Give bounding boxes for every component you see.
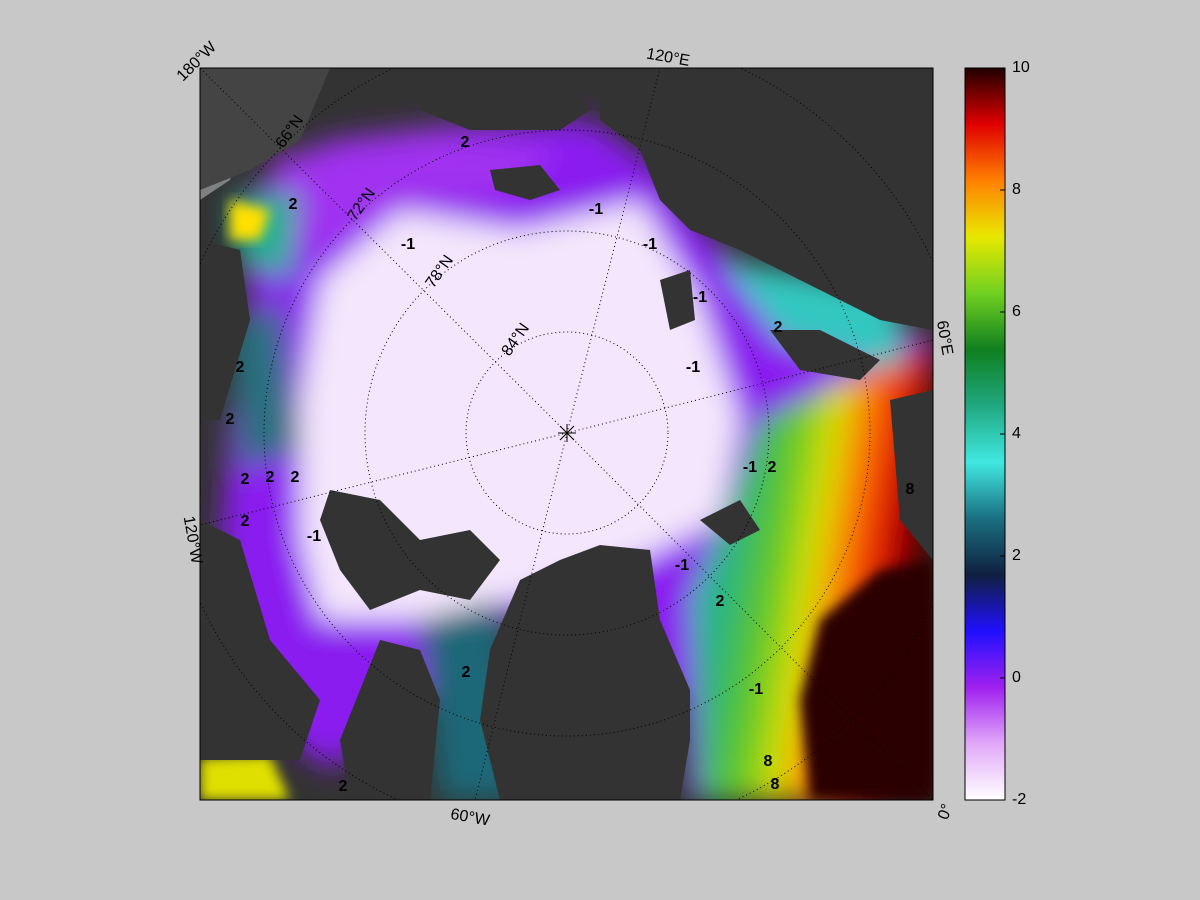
contour-label: -1: [749, 681, 763, 698]
pole-marker: [558, 424, 576, 442]
contour-label: 2: [461, 134, 470, 151]
contour-label: 8: [771, 776, 780, 793]
longitude-label: 0°: [935, 802, 956, 822]
contour-label: 8: [764, 753, 773, 770]
map-frame: [199, 67, 934, 801]
contour-label: 2: [236, 359, 245, 376]
colorbar-tick-label: 2: [1012, 547, 1021, 564]
contour-label: -1: [743, 459, 757, 476]
colorbar-tick-label: -2: [1012, 791, 1026, 808]
colorbar-tick-label: 6: [1012, 303, 1021, 320]
contour-label: -1: [589, 201, 603, 218]
longitude-label: 120°E: [645, 46, 691, 70]
coastlines: [200, 68, 933, 800]
warm-patch: [230, 200, 270, 240]
contour-label: -1: [307, 528, 321, 545]
contour-label: 2: [716, 593, 725, 610]
contour-label: 8: [906, 481, 915, 498]
contour-label: 2: [339, 778, 348, 795]
contour-label: -1: [643, 236, 657, 253]
parallel: [263, 129, 871, 737]
contour-label: 2: [462, 664, 471, 681]
contour-label: -1: [401, 236, 415, 253]
contour-label: 2: [289, 196, 298, 213]
contour-label: 2: [266, 469, 275, 486]
meridian: [566, 339, 933, 434]
contour-label: 2: [241, 471, 250, 488]
contour-label: 2: [774, 319, 783, 336]
contour-label: 2: [768, 459, 777, 476]
colorbar-tick-label: 10: [1012, 59, 1030, 76]
meridian: [566, 68, 661, 434]
graticule: [200, 68, 933, 800]
contour-label: -1: [693, 289, 707, 306]
warm-patch: [200, 755, 290, 800]
longitude-label: 60°E: [933, 319, 956, 356]
contour-label: 2: [291, 469, 300, 486]
contour-label: -1: [675, 557, 689, 574]
colorbar-tick-label: 0: [1012, 669, 1021, 686]
contour-label: -1: [686, 359, 700, 376]
contour-label: 2: [241, 513, 250, 530]
colorbar: -2 0 2 4 6 8 10: [964, 59, 1030, 808]
parallel: [465, 331, 669, 535]
colorbar-tick-label: 4: [1012, 425, 1021, 442]
colorbar-scale: [964, 67, 1006, 801]
colorbar-tick-label: 8: [1012, 181, 1021, 198]
parallel: [364, 230, 770, 636]
contour-label: 2: [226, 411, 235, 428]
warm-core: [800, 560, 933, 800]
longitude-label: 60°W: [449, 806, 492, 830]
